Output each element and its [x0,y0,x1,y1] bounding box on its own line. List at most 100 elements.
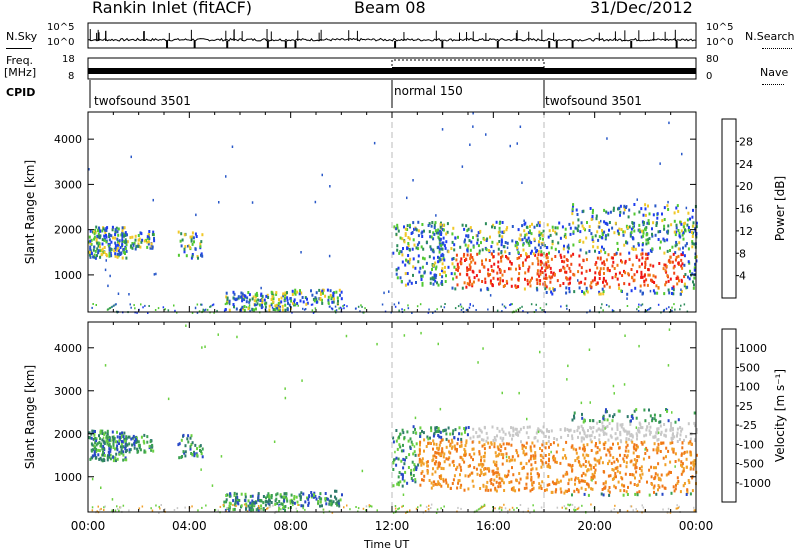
data-cell [555,450,558,454]
data-cell [548,275,551,279]
data-cell [633,221,636,225]
data-cell [357,507,360,510]
data-cell [666,409,668,413]
data-cell [629,434,632,438]
data-cell [646,232,649,236]
data-cell [680,253,683,257]
data-cell [613,231,616,235]
data-cell [685,465,688,469]
colorbar-label: Power [dB] [773,176,787,241]
data-cell [460,308,463,311]
data-cell [506,281,509,285]
data-cell [541,480,544,484]
data-cell [655,466,657,470]
data-cell [112,446,115,449]
data-cell [89,436,92,440]
data-cell [411,247,414,251]
data-cell [121,233,124,237]
data-cell [689,440,692,444]
data-cell [563,260,566,264]
data-cell [119,246,122,250]
data-cell [568,428,571,432]
data-cell [545,441,548,445]
data-cell [97,505,99,508]
data-cell [649,289,652,293]
data-cell [588,229,591,232]
data-cell [460,305,463,308]
data-cell [475,467,478,471]
data-cell [626,430,629,434]
data-cell [459,245,462,249]
data-cell [126,233,128,237]
data-cell [395,439,398,443]
data-cell [496,434,498,438]
data-cell [515,479,518,483]
data-cell [131,242,134,245]
data-cell [608,486,611,489]
data-cell [545,266,548,270]
data-cell [631,416,634,420]
data-cell [340,297,343,301]
data-cell [691,215,694,219]
data-cell [419,435,422,438]
data-cell [673,271,676,275]
data-cell [329,289,332,293]
data-cell [241,297,244,301]
data-cell [268,304,271,308]
data-cell [99,234,102,238]
data-cell [108,242,111,246]
data-cell [657,238,660,241]
data-cell [686,491,689,495]
data-cell [365,505,368,508]
data-cell [626,415,629,419]
data-cell [480,455,483,459]
data-cell [412,179,414,182]
data-cell [555,488,558,492]
data-cell [651,247,654,251]
data-cell [578,479,580,483]
data-cell [498,452,501,456]
data-cell [466,282,469,286]
data-cell [262,306,264,309]
data-cell [412,474,415,477]
data-cell [361,469,364,473]
data-cell [118,239,121,243]
data-cell [529,278,532,282]
data-cell [639,284,642,288]
data-cell [189,445,192,449]
colorbar-tick-label: -100 [739,438,764,451]
data-cell [622,233,625,237]
data-cell [493,478,496,482]
data-cell [690,461,693,465]
data-cell [392,458,395,462]
data-cell [517,454,520,458]
data-cell [88,168,90,171]
data-cell [182,450,185,454]
data-cell [479,473,482,477]
data-cell [450,438,453,442]
data-cell [573,508,575,511]
data-cell [674,244,677,248]
data-cell [199,449,201,452]
data-cell [430,507,432,509]
data-cell [152,198,154,202]
data-cell [147,312,149,314]
data-cell [112,438,115,442]
data-cell [444,246,447,250]
data-cell [618,286,621,290]
data-cell [533,444,536,448]
data-cell [123,240,126,244]
data-cell [527,510,529,513]
data-cell [682,231,685,235]
data-cell [523,486,526,490]
data-cell [442,236,445,240]
data-cell [493,226,496,230]
data-cell [612,256,614,260]
data-cell [566,264,569,268]
data-cell [510,262,513,265]
data-cell [670,426,673,430]
nsky-tick-bottom: 10^0 [47,37,75,48]
data-cell [250,508,253,512]
data-cell [693,421,696,425]
data-cell [582,258,585,262]
